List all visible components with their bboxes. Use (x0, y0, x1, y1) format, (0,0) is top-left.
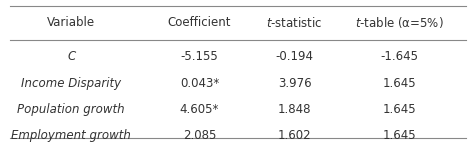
Text: $\mathit{t}$-table (α=5%): $\mathit{t}$-table (α=5%) (355, 15, 443, 30)
Text: 1.645: 1.645 (382, 103, 416, 116)
Text: Variable: Variable (47, 16, 95, 29)
Text: -1.645: -1.645 (380, 50, 418, 63)
Text: Income Disparity: Income Disparity (21, 77, 121, 90)
Text: 1.645: 1.645 (382, 77, 416, 90)
Text: 4.605*: 4.605* (180, 103, 219, 116)
Text: 3.976: 3.976 (278, 77, 311, 90)
Text: 0.043*: 0.043* (180, 77, 219, 90)
Text: Employment growth: Employment growth (11, 129, 131, 142)
Text: 1.645: 1.645 (382, 129, 416, 142)
Text: 1.848: 1.848 (278, 103, 311, 116)
Text: -0.194: -0.194 (276, 50, 314, 63)
Text: Population growth: Population growth (18, 103, 125, 116)
Text: C: C (67, 50, 76, 63)
Text: Coefficient: Coefficient (168, 16, 231, 29)
Text: -5.155: -5.155 (180, 50, 218, 63)
Text: $\mathit{t}$-statistic: $\mathit{t}$-statistic (266, 16, 323, 30)
Text: 2.085: 2.085 (183, 129, 216, 142)
Text: 1.602: 1.602 (278, 129, 311, 142)
